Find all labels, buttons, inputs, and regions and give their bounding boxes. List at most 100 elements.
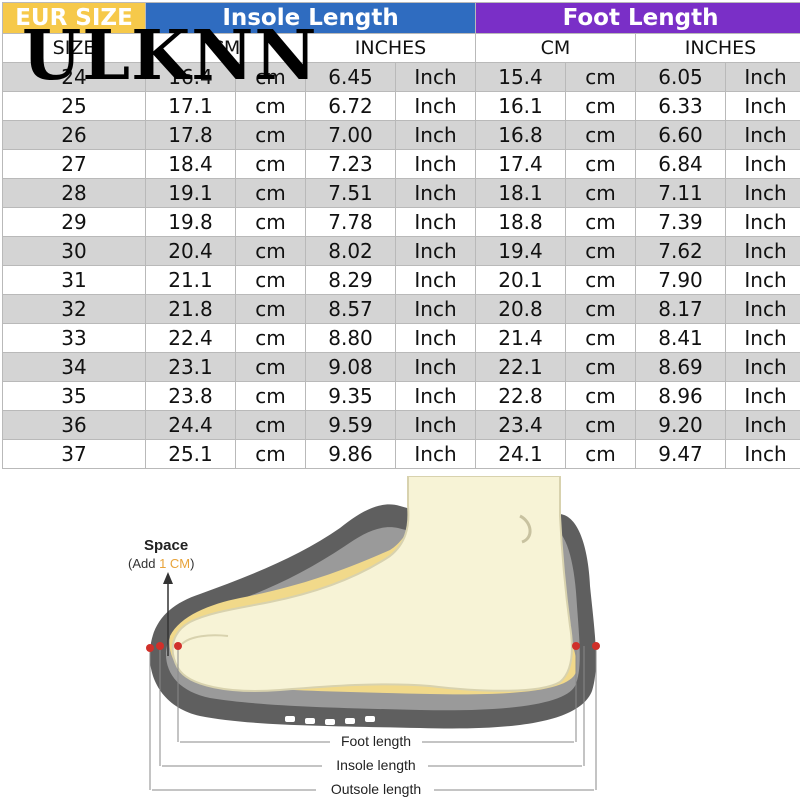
insole-inch-unit: Inch — [395, 207, 476, 237]
foot-inch-cell: 7.39 — [635, 207, 726, 237]
size-cell: 33 — [2, 323, 146, 353]
insole-inch-unit: Inch — [395, 62, 476, 92]
insole-cm-cell: 25.1 — [145, 439, 236, 469]
size-cell: 36 — [2, 410, 146, 440]
foot-inch-cell: 9.47 — [635, 439, 726, 469]
insole-inch-cell: 7.51 — [305, 178, 396, 208]
size-cell: 31 — [2, 265, 146, 295]
insole-inch-unit: Inch — [395, 149, 476, 179]
table-row: 26 17.8 cm 7.00 Inch 16.8 cm 6.60 Inch — [2, 120, 800, 150]
insole-inch-unit: Inch — [395, 91, 476, 121]
foot-inch-cell: 8.96 — [635, 381, 726, 411]
foot-cm-unit: cm — [565, 207, 636, 237]
foot-cm-cell: 19.4 — [475, 236, 566, 266]
insole-cm-cell: 19.1 — [145, 178, 236, 208]
insole-cm-unit: cm — [235, 149, 306, 179]
insole-inch-unit: Inch — [395, 323, 476, 353]
foot-inch-unit: Inch — [724, 352, 800, 382]
foot-inch-cell: 6.60 — [635, 120, 726, 150]
insole-cm-unit: cm — [235, 410, 306, 440]
insole-inch-cell: 9.08 — [305, 352, 396, 382]
foot-inch-unit: Inch — [724, 323, 800, 353]
foot-inch-unit: Inch — [724, 91, 800, 121]
foot-cm-unit: cm — [565, 178, 636, 208]
ankle-mark — [519, 514, 532, 544]
insole-cm-cell: 23.1 — [145, 352, 236, 382]
insole-cm-cell: 21.1 — [145, 265, 236, 295]
table-row: 31 21.1 cm 8.29 Inch 20.1 cm 7.90 Inch — [2, 265, 800, 295]
space-arrow-head — [163, 572, 173, 584]
insole-cm-unit: cm — [235, 439, 306, 469]
shoe-measurement-diagram: Space (Add 1 CM) Foot length Insole leng… — [0, 476, 800, 800]
foot-cm-cell: 22.1 — [475, 352, 566, 382]
size-cell: 37 — [2, 439, 146, 469]
foot-cm-unit: cm — [565, 294, 636, 324]
foot-inch-unit: Inch — [724, 236, 800, 266]
foot-inch-unit: Inch — [724, 178, 800, 208]
foot-cm-cell: 17.4 — [475, 149, 566, 179]
size-cell: 27 — [2, 149, 146, 179]
toe-shape — [181, 634, 229, 645]
insole-cm-unit: cm — [235, 323, 306, 353]
insole-cm-cell: 21.8 — [145, 294, 236, 324]
foot-inch-cell: 8.17 — [635, 294, 726, 324]
size-cell: 29 — [2, 207, 146, 237]
foot-cm-cell: 15.4 — [475, 62, 566, 92]
insole-cm-cell: 16.4 — [145, 62, 236, 92]
foot-cm-cell: 20.1 — [475, 265, 566, 295]
foot-cm-unit: cm — [565, 120, 636, 150]
insole-cm-unit: cm — [235, 62, 306, 92]
size-cell: 34 — [2, 352, 146, 382]
foot-inch-cell: 7.62 — [635, 236, 726, 266]
insole-length-label: Insole length — [336, 757, 415, 773]
foot-cm-cell: 22.8 — [475, 381, 566, 411]
insole-cm-cell: 22.4 — [145, 323, 236, 353]
foot-cm-cell: 16.1 — [475, 91, 566, 121]
insole-cm-unit: cm — [235, 91, 306, 121]
foot-length-header: Foot Length — [474, 2, 800, 34]
foot-inch-unit: Inch — [724, 381, 800, 411]
foot-cm-cell: 18.1 — [475, 178, 566, 208]
outsole-tread — [285, 716, 375, 725]
insole-cm-header: CM — [145, 33, 306, 63]
foot-cm-cell: 20.8 — [475, 294, 566, 324]
size-cell: 26 — [2, 120, 146, 150]
foot-cm-cell: 16.8 — [475, 120, 566, 150]
insole-cm-cell: 24.4 — [145, 410, 236, 440]
foot-inch-unit: Inch — [724, 410, 800, 440]
foot-inch-unit: Inch — [724, 439, 800, 469]
insole-inch-unit: Inch — [395, 294, 476, 324]
foot-inch-cell: 8.41 — [635, 323, 726, 353]
insole-cm-cell: 19.8 — [145, 207, 236, 237]
header-row: EUR SIZE Insole Length Foot Length — [2, 2, 800, 34]
table-row: 28 19.1 cm 7.51 Inch 18.1 cm 7.11 Inch — [2, 178, 800, 208]
insole-inch-unit: Inch — [395, 236, 476, 266]
insole-inch-cell: 7.23 — [305, 149, 396, 179]
foot-inch-cell: 9.20 — [635, 410, 726, 440]
foot-length-label: Foot length — [341, 733, 411, 749]
insole-inch-cell: 9.35 — [305, 381, 396, 411]
table-row: 37 25.1 cm 9.86 Inch 24.1 cm 9.47 Inch — [2, 439, 800, 469]
foot-cm-unit: cm — [565, 410, 636, 440]
insole-inch-unit: Inch — [395, 410, 476, 440]
table-row: 27 18.4 cm 7.23 Inch 17.4 cm 6.84 Inch — [2, 149, 800, 179]
space-label: Space — [144, 537, 188, 554]
insole-cm-cell: 20.4 — [145, 236, 236, 266]
insole-inch-unit: Inch — [395, 265, 476, 295]
foot-inch-cell: 6.05 — [635, 62, 726, 92]
foot-cm-unit: cm — [565, 265, 636, 295]
foot-shape — [171, 476, 573, 693]
foot-cm-cell: 18.8 — [475, 207, 566, 237]
foot-inch-unit: Inch — [724, 207, 800, 237]
foot-inch-cell: 7.90 — [635, 265, 726, 295]
table-row: 36 24.4 cm 9.59 Inch 23.4 cm 9.20 Inch — [2, 410, 800, 440]
outsole-length-label: Outsole length — [331, 781, 421, 797]
insole-inch-cell: 8.80 — [305, 323, 396, 353]
foot-inch-unit: Inch — [724, 62, 800, 92]
insole-inch-cell: 7.00 — [305, 120, 396, 150]
size-table: EUR SIZE Insole Length Foot Length SIZE … — [2, 2, 800, 469]
insole-inch-cell: 8.02 — [305, 236, 396, 266]
insole-inch-unit: Inch — [395, 120, 476, 150]
measurement-guides — [149, 646, 597, 791]
foot-cm-header: CM — [475, 33, 636, 63]
